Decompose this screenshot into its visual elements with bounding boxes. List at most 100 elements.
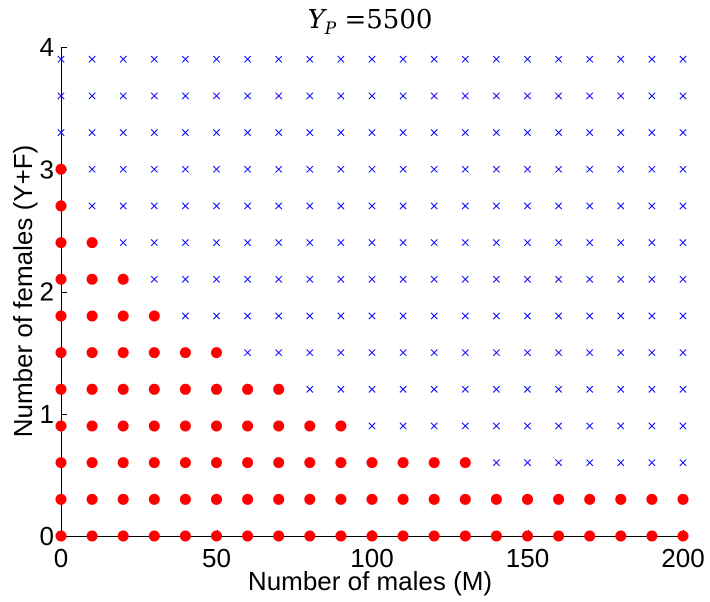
- nonviable-point: [212, 312, 221, 320]
- nonviable-point: [399, 239, 407, 247]
- viable-point: [55, 273, 67, 285]
- nonviable-point: [648, 459, 656, 467]
- viable-point: [55, 200, 67, 212]
- viable-point: [86, 457, 98, 469]
- viable-point: [366, 493, 378, 505]
- nonviable-point: [617, 349, 625, 357]
- nonviable-point: [150, 129, 158, 137]
- nonviable-point: [88, 92, 96, 100]
- x-tick-label: 50: [202, 543, 231, 573]
- viable-point: [117, 383, 129, 395]
- nonviable-point: [212, 129, 221, 137]
- nonviable-point: [212, 239, 221, 247]
- nonviable-point: [523, 129, 532, 137]
- nonviable-point: [523, 92, 532, 100]
- nonviable-point: [306, 55, 314, 63]
- nonviable-point: [181, 275, 189, 283]
- nonviable-point: [523, 422, 532, 430]
- nonviable-point: [337, 55, 345, 63]
- nonviable-point: [461, 165, 469, 173]
- nonviable-point: [150, 92, 158, 100]
- x-tick-label: 200: [661, 543, 704, 573]
- viable-point: [117, 347, 129, 359]
- nonviable-point: [150, 239, 158, 247]
- nonviable-point: [275, 239, 283, 247]
- nonviable-point: [617, 165, 625, 173]
- nonviable-point: [181, 92, 189, 100]
- chart-title-main: Y: [308, 5, 328, 35]
- nonviable-point: [337, 92, 345, 100]
- viable-point: [397, 530, 409, 542]
- nonviable-point: [586, 55, 594, 63]
- nonviable-point: [337, 385, 345, 393]
- nonviable-point: [461, 312, 469, 320]
- nonviable-point: [648, 239, 656, 247]
- nonviable-point: [368, 312, 376, 320]
- viable-point: [304, 530, 316, 542]
- nonviable-point: [555, 202, 563, 210]
- nonviable-point: [430, 385, 438, 393]
- viable-point: [397, 493, 409, 505]
- viable-point: [273, 493, 285, 505]
- nonviable-point: [399, 202, 407, 210]
- nonviable-point: [430, 92, 438, 100]
- viable-point: [428, 530, 440, 542]
- nonviable-point: [648, 275, 656, 283]
- viable-point: [55, 383, 67, 395]
- nonviable-point: [617, 385, 625, 393]
- nonviable-point: [679, 422, 687, 430]
- viable-point: [211, 493, 222, 505]
- viable-point: [179, 347, 191, 359]
- viable-point: [86, 420, 98, 432]
- nonviable-point: [461, 202, 469, 210]
- nonviable-point: [492, 459, 500, 467]
- nonviable-point: [461, 55, 469, 63]
- viable-point: [335, 493, 347, 505]
- nonviable-point: [181, 239, 189, 247]
- viable-point: [117, 273, 129, 285]
- viable-point: [86, 530, 98, 542]
- nonviable-point: [399, 165, 407, 173]
- nonviable-point: [461, 129, 469, 137]
- nonviable-point: [57, 129, 65, 137]
- viable-point: [55, 310, 67, 322]
- nonviable-point: [368, 129, 376, 137]
- y-tick-label: 4: [40, 32, 54, 62]
- nonviable-point: [461, 385, 469, 393]
- nonviable-point: [244, 55, 252, 63]
- y-tick-label: 1: [40, 399, 54, 429]
- viable-point: [459, 530, 471, 542]
- nonviable-point: [306, 129, 314, 137]
- viable-point: [55, 163, 67, 175]
- viable-point: [242, 530, 254, 542]
- nonviable-point: [337, 165, 345, 173]
- nonviable-point: [555, 239, 563, 247]
- nonviable-point: [523, 202, 532, 210]
- nonviable-point: [492, 422, 500, 430]
- nonviable-point: [57, 55, 65, 63]
- nonviable-point: [523, 349, 532, 357]
- nonviable-point: [399, 422, 407, 430]
- nonviable-point: [430, 165, 438, 173]
- viable-point: [273, 383, 285, 395]
- nonviable-point: [368, 55, 376, 63]
- nonviable-point: [244, 312, 252, 320]
- nonviable-point: [337, 312, 345, 320]
- nonviable-point: [617, 239, 625, 247]
- viable-point: [553, 530, 565, 542]
- viable-point: [397, 457, 409, 469]
- nonviable-point: [555, 459, 563, 467]
- viable-point: [179, 493, 191, 505]
- nonviable-point: [586, 349, 594, 357]
- viable-point: [366, 530, 378, 542]
- nonviable-point: [150, 202, 158, 210]
- nonviable-point: [212, 202, 221, 210]
- viable-point: [490, 530, 502, 542]
- nonviable-point: [212, 165, 221, 173]
- nonviable-point: [679, 349, 687, 357]
- nonviable-point: [275, 129, 283, 137]
- nonviable-point: [368, 239, 376, 247]
- nonviable-point: [119, 202, 127, 210]
- nonviable-point: [492, 129, 500, 137]
- nonviable-point: [586, 312, 594, 320]
